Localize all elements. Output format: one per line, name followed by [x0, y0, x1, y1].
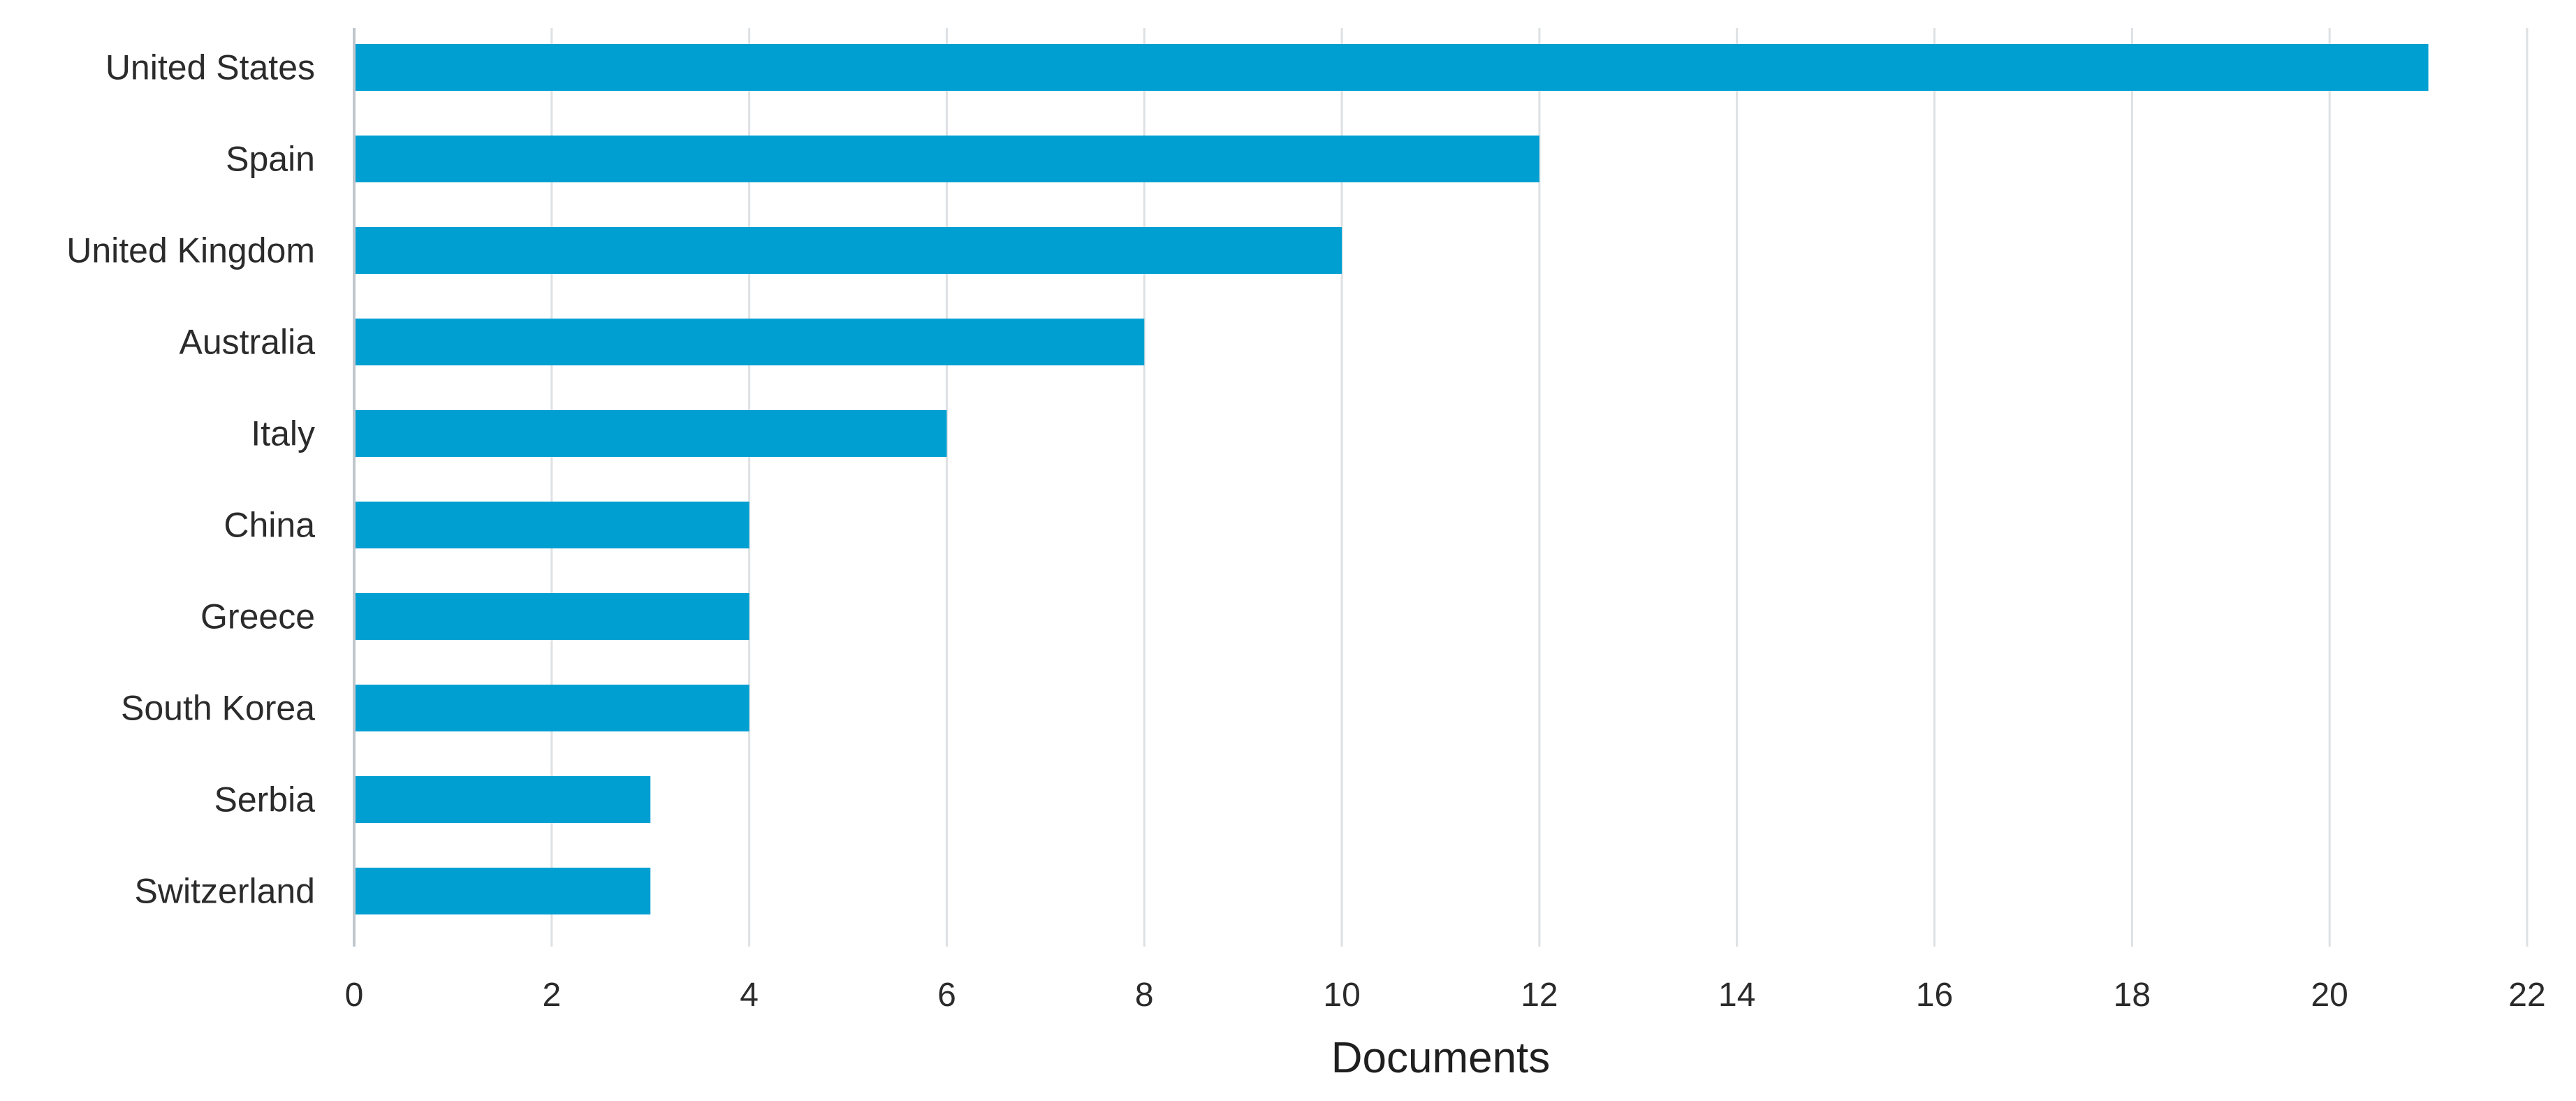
bar [354, 319, 1145, 365]
bar [354, 868, 651, 914]
category-label: China [224, 506, 315, 545]
category-label: Serbia [214, 780, 315, 819]
bar [354, 227, 1342, 274]
x-tick-label: 16 [1916, 977, 1953, 1014]
bar [354, 593, 749, 640]
bar [354, 410, 947, 457]
bars [354, 44, 2429, 914]
x-tick-label: 2 [542, 977, 561, 1014]
category-labels: United States Spain United Kingdom Australi… [66, 48, 315, 911]
x-axis-title: Documents [1331, 1034, 1551, 1082]
category-label: Australia [179, 323, 315, 362]
x-tick-label: 4 [740, 977, 759, 1014]
category-label: Greece [200, 597, 315, 636]
x-tick-label: 0 [345, 977, 364, 1014]
category-label: South Korea [121, 689, 315, 728]
x-tick-label: 12 [1521, 977, 1558, 1014]
x-tick-label: 6 [937, 977, 956, 1014]
bar [354, 685, 749, 731]
bar [354, 44, 2429, 91]
x-tick-label: 22 [2508, 977, 2545, 1014]
category-label: Italy [251, 414, 315, 453]
x-tick-labels: 0 2 4 6 8 10 12 14 16 18 20 22 [345, 977, 2546, 1014]
category-label: Spain [226, 140, 315, 179]
x-tick-label: 14 [1718, 977, 1755, 1014]
bar [354, 136, 1539, 182]
x-tick-label: 10 [1323, 977, 1360, 1014]
category-label: Switzerland [135, 872, 315, 911]
x-tick-label: 18 [2114, 977, 2151, 1014]
bar [354, 502, 749, 548]
bar [354, 776, 651, 823]
x-tick-label: 8 [1135, 977, 1154, 1014]
x-tick-label: 20 [2311, 977, 2348, 1014]
category-label: United Kingdom [66, 231, 315, 270]
category-label: United States [105, 48, 315, 87]
